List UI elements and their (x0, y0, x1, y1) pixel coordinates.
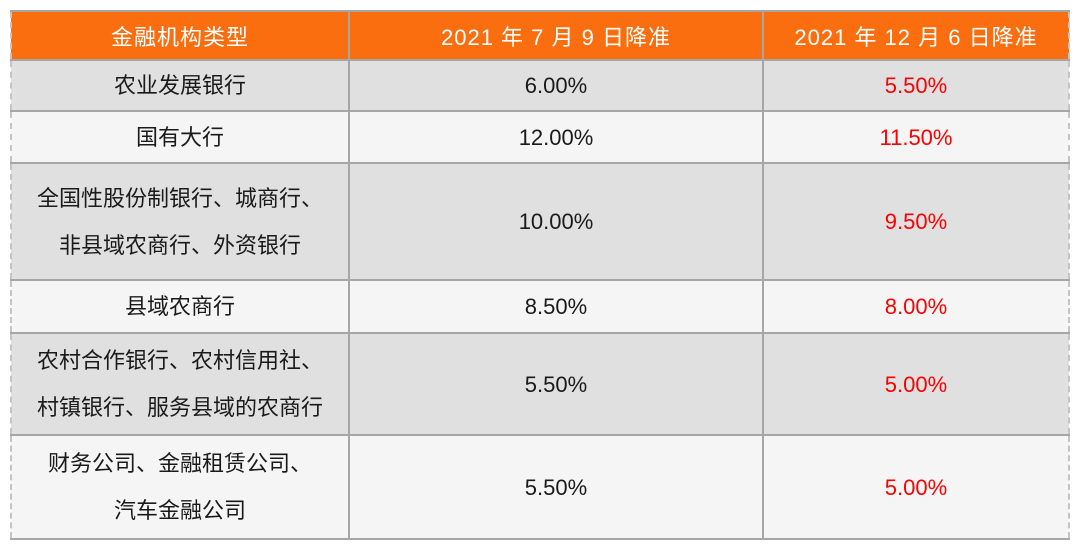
institution-type-cell: 农村合作银行、农村信用社、 村镇银行、服务县域的农商行 (10, 332, 350, 436)
table-row: 农村合作银行、农村信用社、 村镇银行、服务县域的农商行 5.50% 5.00% (10, 332, 1070, 436)
header-cell-institution-type: 金融机构类型 (10, 10, 350, 61)
table-row: 国有大行 12.00% 11.50% (10, 110, 1070, 164)
december-rate-cell: 9.50% (762, 162, 1070, 281)
institution-type-cell: 国有大行 (10, 110, 350, 164)
table-row: 全国性股份制银行、城商行、 非县域农商行、外资银行 10.00% 9.50% (10, 162, 1070, 281)
july-rate-cell: 6.00% (348, 59, 764, 112)
institution-type-cell: 全国性股份制银行、城商行、 非县域农商行、外资银行 (10, 162, 350, 281)
table-row: 农业发展银行 6.00% 5.50% (10, 59, 1070, 112)
rrr-cut-table: 金融机构类型 2021 年 7 月 9 日降准 2021 年 12 月 6 日降… (10, 10, 1070, 540)
july-rate-cell: 8.50% (348, 279, 764, 334)
july-rate-cell: 10.00% (348, 162, 764, 281)
institution-type-cell: 农业发展银行 (10, 59, 350, 112)
institution-type-cell: 县域农商行 (10, 279, 350, 334)
header-cell-december-cut: 2021 年 12 月 6 日降准 (762, 10, 1070, 61)
header-cell-july-cut: 2021 年 7 月 9 日降准 (348, 10, 764, 61)
december-rate-cell: 11.50% (762, 110, 1070, 164)
institution-type-cell: 财务公司、金融租赁公司、 汽车金融公司 (10, 434, 350, 540)
december-rate-cell: 5.50% (762, 59, 1070, 112)
table-body: 农业发展银行 6.00% 5.50% 国有大行 12.00% 11.50% 全国性股份制银行… (10, 59, 1070, 540)
table-row: 县域农商行 8.50% 8.00% (10, 279, 1070, 334)
table-row: 财务公司、金融租赁公司、 汽车金融公司 5.50% 5.00% (10, 434, 1070, 540)
july-rate-cell: 5.50% (348, 332, 764, 436)
december-rate-cell: 8.00% (762, 279, 1070, 334)
header-row: 金融机构类型 2021 年 7 月 9 日降准 2021 年 12 月 6 日降… (10, 10, 1070, 61)
july-rate-cell: 5.50% (348, 434, 764, 540)
july-rate-cell: 12.00% (348, 110, 764, 164)
december-rate-cell: 5.00% (762, 332, 1070, 436)
december-rate-cell: 5.00% (762, 434, 1070, 540)
